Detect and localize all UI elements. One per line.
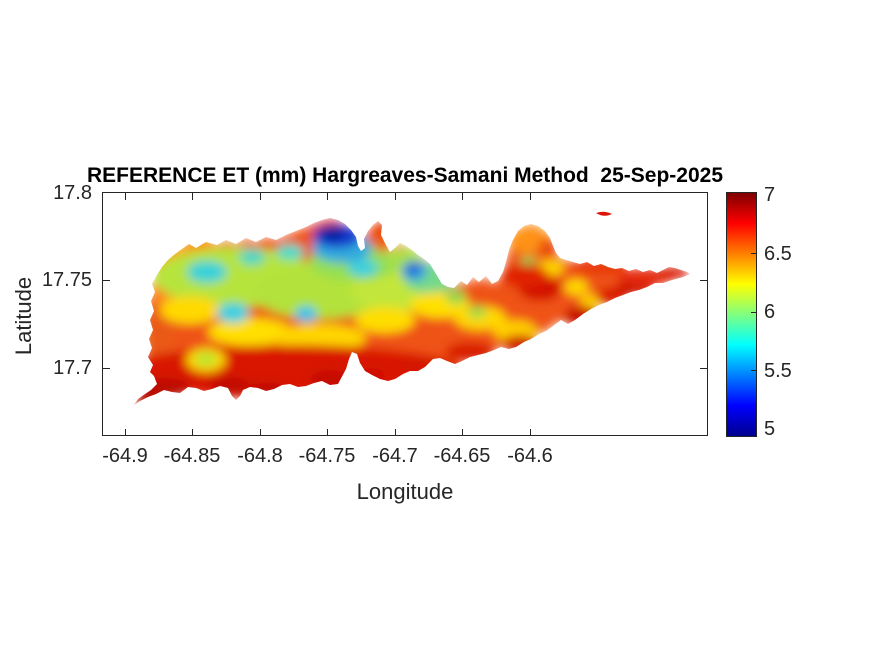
colorbar-tick-label: 5.5	[764, 360, 792, 382]
x-tick-label: -64.9	[102, 445, 148, 467]
x-tick	[530, 429, 531, 436]
x-tick-label: -64.6	[507, 445, 553, 467]
colorbar-tick	[751, 253, 756, 254]
y-tick	[103, 192, 110, 193]
y-tick-label: 17.7	[53, 357, 92, 379]
x-tick-label: -64.8	[237, 445, 283, 467]
x-tick-top	[192, 193, 193, 200]
x-tick-top	[530, 193, 531, 200]
plot-area	[102, 192, 708, 436]
colorbar-tick-label: 5	[764, 418, 776, 440]
colorbar-tick-label: 6	[764, 301, 776, 323]
colorbar-tick	[751, 312, 756, 313]
x-tick-label: -64.75	[298, 445, 356, 467]
x-tick	[395, 429, 396, 436]
colorbar-tick-label: 7	[764, 184, 776, 206]
x-tick-label: -64.65	[433, 445, 491, 467]
x-tick-top	[327, 193, 328, 200]
x-tick-top	[395, 193, 396, 200]
y-axis-label: Latitude	[11, 276, 36, 356]
y-tick-label: 17.8	[53, 182, 92, 204]
x-tick	[192, 429, 193, 436]
x-tick	[125, 429, 126, 436]
y-tick	[103, 368, 110, 369]
offshore-islet	[596, 211, 612, 216]
colorbar	[726, 192, 757, 437]
page-title: REFERENCE ET (mm) Hargreaves-Samani Meth…	[86, 164, 724, 187]
x-tick-label: -64.85	[163, 445, 221, 467]
y-tick-right	[700, 368, 707, 369]
y-tick-right	[700, 280, 707, 281]
y-tick	[103, 280, 110, 281]
x-tick-top	[260, 193, 261, 200]
x-tick-top	[125, 193, 126, 200]
x-axis-label: Longitude	[356, 479, 454, 504]
x-tick-label: -64.7	[372, 445, 418, 467]
colorbar-tick	[751, 370, 756, 371]
y-tick-label: 17.75	[41, 269, 92, 291]
x-tick-top	[462, 193, 463, 200]
x-tick	[260, 429, 261, 436]
x-tick	[327, 429, 328, 436]
colorbar-tick-label: 6.5	[764, 243, 792, 265]
x-tick	[462, 429, 463, 436]
